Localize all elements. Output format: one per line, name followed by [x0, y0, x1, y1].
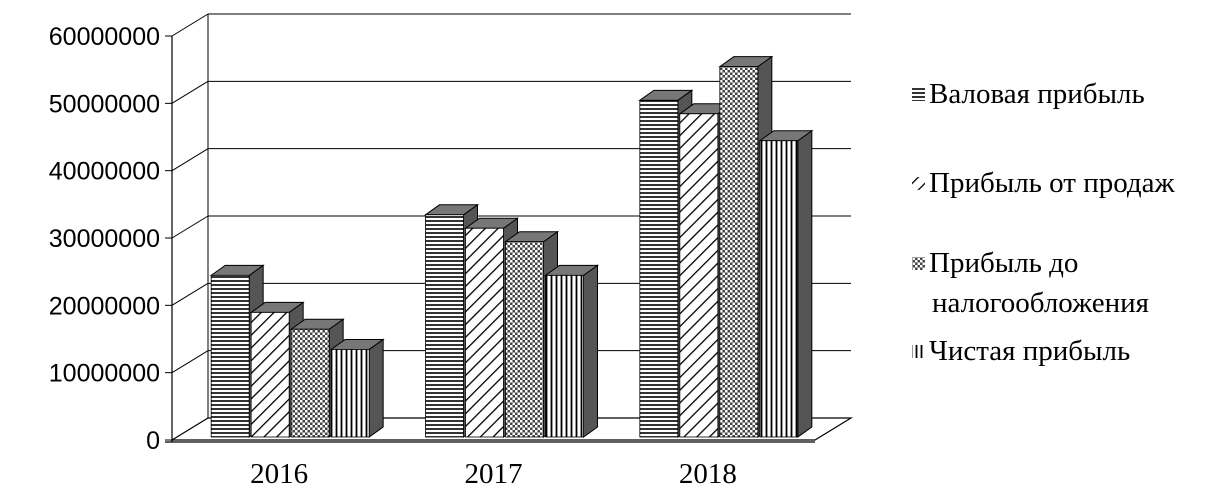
- y-axis-tick-label: 20000000: [49, 292, 160, 320]
- legend-label: Валовая прибыль: [929, 78, 1145, 110]
- x-axis-tick-label: 2017: [465, 458, 523, 490]
- gridline-side: [171, 148, 209, 172]
- bar: [758, 129, 814, 438]
- gridline-side: [171, 350, 209, 374]
- legend-label: Прибыль от продаж: [929, 167, 1176, 199]
- y-axis-tick-labels: 0 10000000 20000000 30000000 40000000 5000000…: [49, 23, 160, 455]
- legend: Валовая прибыль Прибыль от продаж Прибыль …: [912, 78, 1176, 367]
- gridline-side: [171, 13, 209, 37]
- legend-swatch: [912, 345, 925, 358]
- x-axis-tick-label: 2016: [250, 458, 308, 490]
- axes: [165, 14, 815, 443]
- y-axis-tick-label: 60000000: [49, 23, 160, 51]
- gridline-side: [171, 282, 209, 306]
- gridline-side: [171, 215, 209, 239]
- gridline-side: [171, 80, 209, 104]
- y-axis-tick-label: 0: [146, 427, 160, 455]
- y-axis-tick-label: 10000000: [49, 360, 160, 388]
- legend-swatch: [912, 257, 925, 270]
- x-axis-tick-labels: 2016 2017 2018: [250, 458, 737, 490]
- legend-label: Прибыль до: [929, 247, 1078, 279]
- y-axis-tick-label: 50000000: [49, 90, 160, 118]
- x-axis-tick-label: 2018: [679, 458, 737, 490]
- legend-swatch: [912, 177, 925, 190]
- bar: [543, 264, 600, 438]
- y-axis-tick-label: 30000000: [49, 225, 160, 253]
- bar: [329, 338, 385, 438]
- legend-label: налогообложения: [932, 287, 1149, 319]
- legend-label: Чистая прибыль: [929, 335, 1130, 367]
- legend-swatch: [912, 88, 925, 101]
- bars: [209, 55, 814, 438]
- y-axis-tick-label: 40000000: [49, 158, 160, 186]
